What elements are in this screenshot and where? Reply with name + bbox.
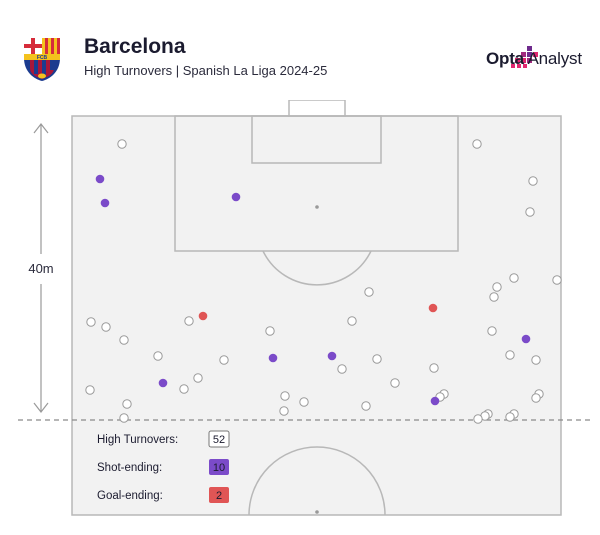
- center-circle: [248, 446, 386, 516]
- turnover-point: [280, 391, 290, 401]
- turnover-point: [364, 287, 374, 297]
- turnover-point: [509, 273, 519, 283]
- turnover-point: [361, 401, 371, 411]
- legend-label-shot: Shot-ending:: [97, 462, 162, 474]
- shot-ending-point: [231, 192, 241, 202]
- shot-ending-point: [521, 334, 531, 344]
- turnover-point: [472, 139, 482, 149]
- turnover-point: [473, 414, 483, 424]
- turnover-point: [347, 316, 357, 326]
- legend-label-goal: Goal-ending:: [97, 490, 163, 502]
- turnover-point: [505, 412, 515, 422]
- turnover-point: [299, 397, 309, 407]
- turnover-points: [85, 139, 562, 424]
- legend-swatch-shot: [209, 459, 229, 475]
- legend-value-all: 52: [213, 434, 225, 446]
- goal: [288, 99, 346, 117]
- six-yard-box: [251, 115, 382, 164]
- turnover-point: [531, 355, 541, 365]
- turnover-point: [505, 350, 515, 360]
- distance-arrow: [33, 123, 49, 413]
- legend-swatch-goal: [209, 487, 229, 503]
- pitch-field: [71, 115, 562, 516]
- legend-label-all: High Turnovers:: [97, 434, 178, 446]
- goal-ending-point: [428, 303, 438, 313]
- pitch-chart: 40m High Turnovers: 52 Shot-ending: 10 Goal-…: [0, 99, 600, 530]
- turnover-point: [390, 378, 400, 388]
- chart-subtitle: High Turnovers | Spanish La Liga 2024-25: [84, 63, 328, 78]
- turnover-point: [153, 351, 163, 361]
- turnover-point: [492, 282, 502, 292]
- brand-name-bold: Opta: [486, 49, 524, 68]
- penalty-spot: [315, 205, 319, 209]
- team-title: Barcelona: [84, 35, 186, 58]
- center-spot: [315, 510, 319, 514]
- brand-suffix: Analyst: [527, 49, 583, 68]
- turnover-point: [101, 322, 111, 332]
- header: FCB Barcelona High Turnovers | Spanish L…: [0, 0, 600, 100]
- turnover-point: [337, 364, 347, 374]
- barcelona-crest-icon: FCB: [24, 38, 60, 81]
- turnover-point: [184, 316, 194, 326]
- opta-logo-icon: [511, 46, 538, 68]
- turnover-point: [489, 292, 499, 302]
- turnover-point: [528, 176, 538, 186]
- turnover-point: [122, 399, 132, 409]
- turnover-point: [552, 275, 562, 285]
- pitch-svg: 40m High Turnovers: 52 Shot-ending: 10 Goal-…: [18, 99, 590, 516]
- goal-ending-point: [198, 311, 208, 321]
- shot-ending-point: [327, 351, 337, 361]
- turnover-point: [531, 393, 541, 403]
- turnover-point: [372, 354, 382, 364]
- turnover-point: [193, 373, 203, 383]
- turnover-point: [85, 385, 95, 395]
- shot-ending-point: [100, 198, 110, 208]
- shot-ending-point: [430, 396, 440, 406]
- shot-ending-point: [158, 378, 168, 388]
- legend: High Turnovers: 52 Shot-ending: 10 Goal-endi…: [97, 430, 230, 503]
- turnover-point: [119, 413, 129, 423]
- distance-label: 40m: [28, 261, 53, 276]
- legend-swatch-all: [208, 430, 230, 448]
- turnover-point: [429, 363, 439, 373]
- turnover-point: [179, 384, 189, 394]
- turnover-point: [265, 326, 275, 336]
- legend-value-goal: 2: [216, 490, 222, 502]
- legend-value-shot: 10: [213, 462, 225, 474]
- turnover-point: [219, 355, 229, 365]
- turnover-point: [119, 335, 129, 345]
- turnover-point: [86, 317, 96, 327]
- brand-name: Opta Analyst: [486, 49, 582, 69]
- turnover-point: [487, 326, 497, 336]
- turnover-point: [117, 139, 127, 149]
- penalty-arc: [262, 250, 372, 286]
- shot-ending-point: [268, 353, 278, 363]
- crest-letters: FCB: [37, 55, 48, 61]
- turnover-point: [279, 406, 289, 416]
- turnover-point: [525, 207, 535, 217]
- shot-ending-point: [95, 174, 105, 184]
